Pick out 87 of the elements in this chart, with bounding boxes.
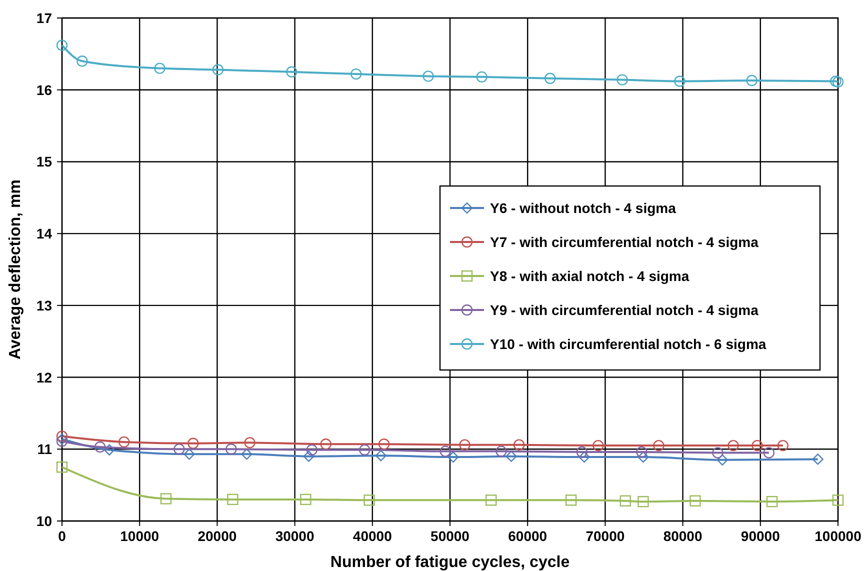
point [188, 438, 199, 449]
point [448, 451, 459, 463]
point [690, 495, 701, 506]
point [616, 74, 628, 86]
point [56, 40, 68, 51]
point [496, 446, 507, 457]
x-tick-label: 70000 [586, 528, 625, 544]
point [653, 440, 664, 452]
point [763, 447, 775, 458]
point [320, 438, 332, 450]
point [226, 444, 237, 455]
point [160, 493, 172, 504]
point [378, 438, 390, 450]
point [592, 440, 604, 452]
point [746, 74, 758, 86]
point [300, 494, 312, 506]
point [244, 437, 256, 448]
point [766, 496, 778, 508]
point [476, 71, 488, 83]
point [638, 496, 649, 508]
point [94, 441, 106, 453]
point [56, 433, 68, 445]
point [76, 56, 88, 67]
point [716, 454, 728, 466]
point [118, 436, 130, 448]
point [241, 448, 252, 460]
y-axis-title: Average deflection, mm [7, 180, 24, 360]
legend-label: Y9 - with circumferential notch - 4 sigma [490, 302, 759, 318]
point [832, 76, 844, 88]
x-tick-label: 60000 [508, 528, 548, 544]
legend-label: Y8 - with axial notch - 4 sigma [490, 268, 690, 284]
point [154, 62, 166, 74]
x-tick-label: 50000 [430, 528, 470, 544]
point [752, 440, 763, 452]
point [513, 439, 525, 450]
point [306, 444, 318, 456]
point [227, 494, 238, 506]
x-tick-label: 0 [58, 528, 66, 544]
x-tick-label: 80000 [663, 528, 702, 544]
legend-label: Y6 - without notch - 4 sigma [490, 200, 676, 216]
point [636, 446, 648, 458]
point [212, 64, 224, 76]
x-tick-label: 100000 [814, 528, 862, 544]
x-tick-label: 10000 [120, 528, 160, 544]
x-tick-label: 20000 [198, 528, 237, 544]
y-tick-label: 11 [37, 441, 52, 458]
point [832, 494, 844, 506]
y-tick-label: 15 [36, 154, 52, 170]
y-tick-label: 16 [36, 82, 52, 98]
x-tick-label: 40000 [352, 528, 392, 544]
x-tick-label: 30000 [275, 528, 314, 544]
point [620, 495, 631, 506]
y-tick-label: 17 [36, 10, 52, 26]
x-axis-title: Number of fatigue cycles, cycle [330, 554, 570, 571]
point [56, 430, 68, 442]
point [712, 447, 724, 458]
point [303, 450, 314, 462]
legend-label: Y10 - with circumferential notch - 6 sigma [490, 336, 766, 352]
point [506, 450, 517, 462]
point [830, 76, 842, 87]
point [422, 70, 434, 82]
point [184, 448, 195, 460]
point [486, 494, 497, 506]
y-tick-label: 14 [36, 226, 52, 242]
point [459, 439, 470, 450]
point [544, 72, 556, 84]
point [777, 440, 789, 452]
point [56, 462, 68, 473]
y-tick-label: 10 [36, 513, 52, 529]
point [576, 446, 588, 458]
point [565, 494, 577, 506]
point [440, 446, 451, 457]
point [375, 450, 387, 462]
point [286, 66, 298, 78]
y-tick-label: 13 [36, 297, 52, 314]
point [364, 494, 375, 506]
point [104, 444, 115, 456]
legend-label: Y7 - with circumferential notch - 4 sigma [490, 234, 759, 250]
y-tick-label: 12 [36, 369, 52, 386]
point [56, 436, 68, 447]
point [359, 444, 370, 456]
point [728, 440, 739, 452]
point [350, 68, 362, 80]
point [674, 76, 686, 87]
x-tick-label: 90000 [740, 528, 780, 544]
point [174, 444, 185, 455]
point [812, 454, 824, 465]
